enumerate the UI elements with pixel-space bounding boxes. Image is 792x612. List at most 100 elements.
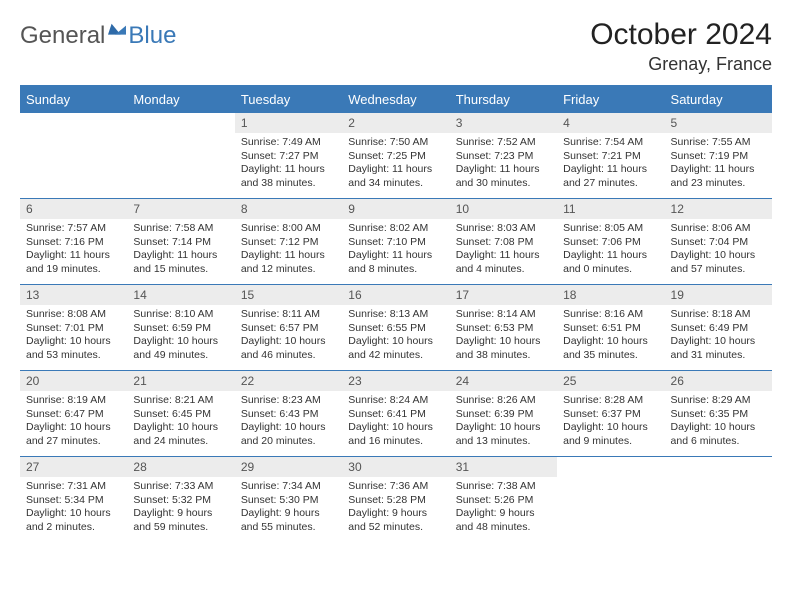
day-number: 10 (450, 199, 557, 219)
day-details: Sunrise: 7:58 AMSunset: 7:14 PMDaylight:… (127, 219, 234, 283)
calendar-cell: 6Sunrise: 7:57 AMSunset: 7:16 PMDaylight… (20, 199, 127, 285)
day-details: Sunrise: 8:18 AMSunset: 6:49 PMDaylight:… (665, 305, 772, 369)
calendar-cell: 9Sunrise: 8:02 AMSunset: 7:10 PMDaylight… (342, 199, 449, 285)
calendar-cell: 8Sunrise: 8:00 AMSunset: 7:12 PMDaylight… (235, 199, 342, 285)
day-details: Sunrise: 8:02 AMSunset: 7:10 PMDaylight:… (342, 219, 449, 283)
weekday-header: Thursday (450, 86, 557, 113)
day-details: Sunrise: 7:34 AMSunset: 5:30 PMDaylight:… (235, 477, 342, 541)
day-number: 26 (665, 371, 772, 391)
weekday-header: Friday (557, 86, 664, 113)
day-number: 5 (665, 113, 772, 133)
calendar-cell: 26Sunrise: 8:29 AMSunset: 6:35 PMDayligh… (665, 371, 772, 457)
calendar-cell: 1Sunrise: 7:49 AMSunset: 7:27 PMDaylight… (235, 113, 342, 199)
day-details: Sunrise: 7:33 AMSunset: 5:32 PMDaylight:… (127, 477, 234, 541)
day-details: Sunrise: 8:16 AMSunset: 6:51 PMDaylight:… (557, 305, 664, 369)
day-number: 3 (450, 113, 557, 133)
calendar-row: 20Sunrise: 8:19 AMSunset: 6:47 PMDayligh… (20, 371, 772, 457)
calendar-row: 13Sunrise: 8:08 AMSunset: 7:01 PMDayligh… (20, 285, 772, 371)
day-number: 18 (557, 285, 664, 305)
day-number: 6 (20, 199, 127, 219)
day-number: 15 (235, 285, 342, 305)
calendar-cell: 13Sunrise: 8:08 AMSunset: 7:01 PMDayligh… (20, 285, 127, 371)
calendar-cell: .. (665, 457, 772, 543)
day-number: 13 (20, 285, 127, 305)
day-number: 29 (235, 457, 342, 477)
day-number: 11 (557, 199, 664, 219)
day-details: Sunrise: 8:08 AMSunset: 7:01 PMDaylight:… (20, 305, 127, 369)
calendar-cell: 30Sunrise: 7:36 AMSunset: 5:28 PMDayligh… (342, 457, 449, 543)
calendar-cell: 24Sunrise: 8:26 AMSunset: 6:39 PMDayligh… (450, 371, 557, 457)
day-details: Sunrise: 8:26 AMSunset: 6:39 PMDaylight:… (450, 391, 557, 455)
day-details: Sunrise: 8:00 AMSunset: 7:12 PMDaylight:… (235, 219, 342, 283)
calendar-cell: 29Sunrise: 7:34 AMSunset: 5:30 PMDayligh… (235, 457, 342, 543)
day-details: Sunrise: 8:24 AMSunset: 6:41 PMDaylight:… (342, 391, 449, 455)
calendar-cell: 10Sunrise: 8:03 AMSunset: 7:08 PMDayligh… (450, 199, 557, 285)
day-details: Sunrise: 8:10 AMSunset: 6:59 PMDaylight:… (127, 305, 234, 369)
day-details: Sunrise: 8:19 AMSunset: 6:47 PMDaylight:… (20, 391, 127, 455)
day-number: 8 (235, 199, 342, 219)
day-details: Sunrise: 8:28 AMSunset: 6:37 PMDaylight:… (557, 391, 664, 455)
day-details: Sunrise: 8:14 AMSunset: 6:53 PMDaylight:… (450, 305, 557, 369)
calendar-cell: 15Sunrise: 8:11 AMSunset: 6:57 PMDayligh… (235, 285, 342, 371)
calendar-cell: 19Sunrise: 8:18 AMSunset: 6:49 PMDayligh… (665, 285, 772, 371)
calendar-cell: 18Sunrise: 8:16 AMSunset: 6:51 PMDayligh… (557, 285, 664, 371)
title-block: October 2024 Grenay, France (590, 18, 772, 75)
day-details: Sunrise: 8:13 AMSunset: 6:55 PMDaylight:… (342, 305, 449, 369)
calendar-cell: 31Sunrise: 7:38 AMSunset: 5:26 PMDayligh… (450, 457, 557, 543)
day-number: 7 (127, 199, 234, 219)
day-number: 2 (342, 113, 449, 133)
brand-logo: General Blue (20, 18, 176, 50)
calendar-cell: 17Sunrise: 8:14 AMSunset: 6:53 PMDayligh… (450, 285, 557, 371)
day-details: Sunrise: 8:05 AMSunset: 7:06 PMDaylight:… (557, 219, 664, 283)
day-number: 17 (450, 285, 557, 305)
brand-mark-icon (108, 22, 126, 36)
calendar-cell: 7Sunrise: 7:58 AMSunset: 7:14 PMDaylight… (127, 199, 234, 285)
calendar-cell: 5Sunrise: 7:55 AMSunset: 7:19 PMDaylight… (665, 113, 772, 199)
brand-part2: Blue (128, 22, 176, 50)
day-details: Sunrise: 7:54 AMSunset: 7:21 PMDaylight:… (557, 133, 664, 197)
day-details: Sunrise: 7:38 AMSunset: 5:26 PMDaylight:… (450, 477, 557, 541)
calendar-cell: 2Sunrise: 7:50 AMSunset: 7:25 PMDaylight… (342, 113, 449, 199)
day-details: Sunrise: 8:11 AMSunset: 6:57 PMDaylight:… (235, 305, 342, 369)
day-number: 14 (127, 285, 234, 305)
brand-part1: General (20, 22, 105, 50)
calendar-cell: 14Sunrise: 8:10 AMSunset: 6:59 PMDayligh… (127, 285, 234, 371)
calendar-row: 6Sunrise: 7:57 AMSunset: 7:16 PMDaylight… (20, 199, 772, 285)
day-details: Sunrise: 7:49 AMSunset: 7:27 PMDaylight:… (235, 133, 342, 197)
month-title: October 2024 (590, 18, 772, 52)
day-number: 27 (20, 457, 127, 477)
day-number: 9 (342, 199, 449, 219)
location: Grenay, France (590, 54, 772, 75)
weekday-header: Monday (127, 86, 234, 113)
calendar-cell: 28Sunrise: 7:33 AMSunset: 5:32 PMDayligh… (127, 457, 234, 543)
day-number: 28 (127, 457, 234, 477)
day-number: 30 (342, 457, 449, 477)
day-details: Sunrise: 7:36 AMSunset: 5:28 PMDaylight:… (342, 477, 449, 541)
day-number: 12 (665, 199, 772, 219)
calendar-cell: 20Sunrise: 8:19 AMSunset: 6:47 PMDayligh… (20, 371, 127, 457)
calendar-row: ....1Sunrise: 7:49 AMSunset: 7:27 PMDayl… (20, 113, 772, 199)
calendar-cell: 25Sunrise: 8:28 AMSunset: 6:37 PMDayligh… (557, 371, 664, 457)
calendar-cell: 23Sunrise: 8:24 AMSunset: 6:41 PMDayligh… (342, 371, 449, 457)
day-details: Sunrise: 7:57 AMSunset: 7:16 PMDaylight:… (20, 219, 127, 283)
day-number: 19 (665, 285, 772, 305)
day-details: Sunrise: 8:06 AMSunset: 7:04 PMDaylight:… (665, 219, 772, 283)
calendar-cell: 27Sunrise: 7:31 AMSunset: 5:34 PMDayligh… (20, 457, 127, 543)
calendar-cell: 16Sunrise: 8:13 AMSunset: 6:55 PMDayligh… (342, 285, 449, 371)
day-number: 21 (127, 371, 234, 391)
day-number: 24 (450, 371, 557, 391)
day-details: Sunrise: 8:21 AMSunset: 6:45 PMDaylight:… (127, 391, 234, 455)
calendar-cell: 4Sunrise: 7:54 AMSunset: 7:21 PMDaylight… (557, 113, 664, 199)
day-number: 25 (557, 371, 664, 391)
calendar-cell: 12Sunrise: 8:06 AMSunset: 7:04 PMDayligh… (665, 199, 772, 285)
calendar-cell: .. (20, 113, 127, 199)
weekday-header: Saturday (665, 86, 772, 113)
day-details: Sunrise: 8:03 AMSunset: 7:08 PMDaylight:… (450, 219, 557, 283)
calendar-cell: .. (557, 457, 664, 543)
day-details: Sunrise: 7:52 AMSunset: 7:23 PMDaylight:… (450, 133, 557, 197)
calendar-body: .... 1Sunrise: 7:49 AMSunset: 7:27 PMDayl… (20, 113, 772, 543)
calendar-table: SundayMondayTuesdayWednesdayThursdayFrid… (20, 85, 772, 543)
day-details: Sunrise: 8:23 AMSunset: 6:43 PMDaylight:… (235, 391, 342, 455)
calendar-cell: 3Sunrise: 7:52 AMSunset: 7:23 PMDaylight… (450, 113, 557, 199)
weekday-header: Sunday (20, 86, 127, 113)
